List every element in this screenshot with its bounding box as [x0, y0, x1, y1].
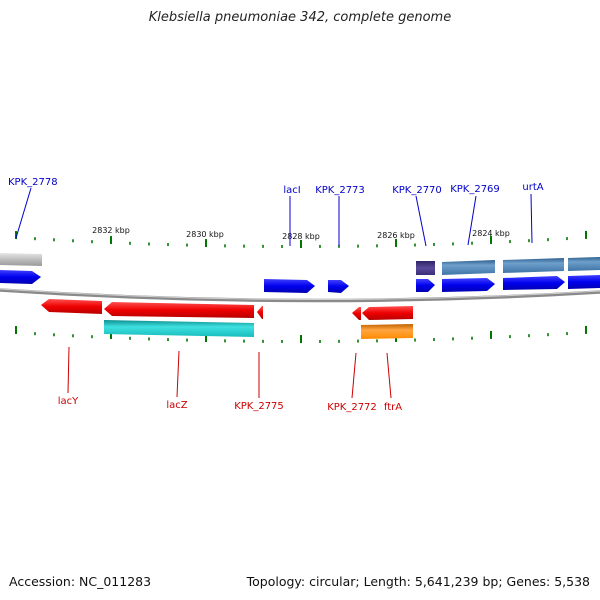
ruler-label: 2826 kbp [377, 231, 415, 240]
label-kpk2778[interactable]: KPK_2778 [8, 177, 58, 188]
cds-kpk2772-reverse[interactable] [352, 307, 361, 320]
gene-kpk2770-purple[interactable] [416, 261, 435, 275]
genome-backbone-highlight [0, 288, 600, 301]
label-lacY[interactable]: lacY [58, 396, 79, 407]
bottom-labels: lacY lacZ KPK_2775 KPK_2772 ftrA [58, 396, 403, 413]
cds-urtA-forward[interactable] [503, 276, 565, 290]
cds-kpk2769-forward[interactable] [442, 278, 495, 292]
cds-kpk2775-reverse[interactable] [257, 306, 263, 319]
label-lacI[interactable]: lacI [283, 185, 300, 196]
label-ftrA[interactable]: ftrA [384, 402, 402, 413]
label-kpk2775[interactable]: KPK_2775 [234, 401, 284, 412]
label-kpk2769[interactable]: KPK_2769 [450, 184, 500, 195]
label-kpk2770[interactable]: KPK_2770 [392, 185, 442, 196]
reverse-cds [41, 299, 413, 320]
cds-kpk2773-forward[interactable] [328, 280, 349, 293]
cds-ftrA-reverse[interactable] [362, 306, 413, 320]
gene-kpk2778-gray[interactable] [0, 253, 42, 266]
label-kpk2773[interactable]: KPK_2773 [315, 185, 365, 196]
genome-title: Klebsiella pneumoniae 342, complete geno… [148, 10, 452, 25]
ruler-label: 2832 kbp [92, 226, 130, 235]
cds-kpk2770-forward[interactable] [416, 279, 435, 292]
cds-edge-forward[interactable] [568, 275, 600, 289]
cds-lacY-reverse[interactable] [41, 299, 102, 314]
forward-strand-genes [0, 253, 600, 275]
bottom-label-leaders [67, 346, 392, 399]
ruler-label: 2830 kbp [186, 230, 224, 239]
ruler-label: 2824 kbp [472, 229, 510, 238]
genome-backbone [0, 288, 600, 303]
ruler-ticks-outer [15, 230, 587, 248]
gene-kpk2769-steel[interactable] [442, 260, 495, 275]
gene-urtA-steel[interactable] [503, 258, 564, 273]
gene-steel-edge[interactable] [568, 257, 600, 271]
cds-lacZ-reverse[interactable] [104, 302, 254, 318]
top-label-leaders [15, 187, 533, 247]
ruler-ticks-inner [15, 325, 587, 343]
label-lacZ[interactable]: lacZ [166, 400, 187, 411]
top-labels: KPK_2778 lacI KPK_2773 KPK_2770 KPK_2769… [8, 177, 544, 196]
gene-lacZ-cyan[interactable] [104, 320, 254, 337]
label-urtA[interactable]: urtA [522, 182, 543, 193]
reverse-strand-genes [104, 320, 413, 339]
cds-lacI-forward[interactable] [264, 279, 315, 293]
accession-text: Accession: NC_011283 [9, 574, 152, 589]
label-kpk2772[interactable]: KPK_2772 [327, 402, 377, 413]
ruler-label: 2828 kbp [282, 232, 320, 241]
forward-cds [0, 270, 600, 293]
genome-summary-text: Topology: circular; Length: 5,641,239 bp… [246, 574, 590, 589]
gene-ftrA-orange[interactable] [361, 324, 413, 339]
cds-kpk2778-forward[interactable] [0, 270, 41, 284]
